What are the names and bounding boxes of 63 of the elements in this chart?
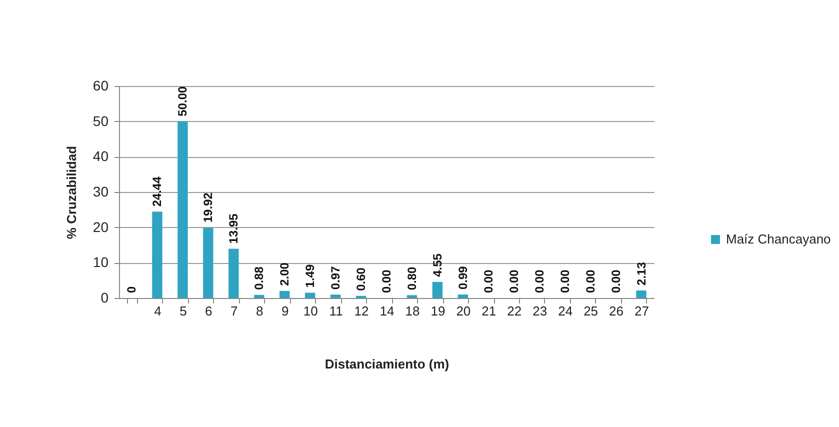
bar: [280, 290, 290, 298]
x-tick-label: 14: [380, 304, 394, 318]
bar: [228, 248, 239, 298]
bar: [330, 294, 341, 298]
data-label: 0.00: [506, 269, 521, 293]
x-tick-label: 6: [205, 304, 212, 318]
y-tick-label: 10: [92, 254, 109, 270]
data-label: 0.99: [456, 266, 470, 290]
data-label: 13.95: [226, 213, 241, 244]
bar: [152, 212, 162, 298]
data-label: 19.92: [201, 192, 216, 223]
bar: [458, 294, 468, 298]
x-tick-label: 22: [507, 304, 522, 318]
x-tick-label: 21: [482, 304, 496, 318]
y-tick-label: 50: [92, 112, 109, 129]
y-tick-label: 0: [100, 290, 109, 306]
x-tick-label: 7: [230, 304, 238, 318]
data-label: 50.00: [176, 86, 190, 116]
data-label: 0.88: [252, 266, 266, 290]
data-label: 0.00: [380, 269, 394, 293]
y-tick-label: 60: [92, 78, 109, 94]
data-label: 4.55: [430, 253, 444, 277]
data-label: 0.00: [558, 269, 572, 293]
bar: [203, 228, 214, 298]
x-tick-label: 24: [558, 304, 573, 318]
y-axis-title: % Cruzabilidad: [64, 146, 79, 240]
data-label: 1.49: [303, 264, 318, 288]
x-tick-label: 5: [180, 304, 187, 318]
data-label: 2.13: [634, 262, 648, 286]
x-tick-label: 26: [609, 304, 624, 318]
x-tick-label: 23: [532, 304, 548, 318]
data-label: 0.60: [354, 267, 368, 291]
bar: [406, 295, 418, 298]
bar: [432, 282, 443, 298]
y-tick-label: 30: [92, 184, 109, 200]
x-tick-label: 10: [303, 304, 318, 318]
y-tick-label: 20: [92, 218, 109, 235]
x-tick-label: 27: [634, 304, 649, 318]
x-tick-label: 8: [256, 304, 264, 318]
x-tick-label: 4: [154, 304, 162, 318]
x-tick-label: 12: [354, 304, 369, 318]
bar: [636, 290, 646, 298]
data-label: 0.00: [532, 269, 546, 293]
data-label: 0.00: [608, 269, 623, 293]
data-label: 24.44: [150, 176, 164, 207]
x-tick-label: 19: [430, 304, 446, 318]
data-label: 0.97: [328, 266, 343, 290]
x-tick-label: 25: [584, 304, 598, 318]
legend-label: Maíz Chancayano: [726, 232, 831, 246]
bar: [304, 292, 316, 298]
y-tick-label: 40: [92, 148, 109, 164]
x-axis-title: Distanciamiento (m): [324, 356, 450, 372]
x-tick-label: 20: [456, 304, 471, 318]
data-label: 0.80: [404, 266, 419, 290]
data-label: 2.00: [278, 262, 292, 286]
x-tick-label: 9: [281, 304, 289, 318]
bar: [254, 294, 264, 298]
x-tick-label: 11: [329, 304, 343, 318]
data-label: 0.00: [481, 269, 496, 293]
data-label: 0.00: [583, 269, 598, 293]
data-label: 0: [124, 286, 139, 293]
x-tick-label: 18: [405, 304, 420, 318]
bar: [178, 121, 188, 298]
